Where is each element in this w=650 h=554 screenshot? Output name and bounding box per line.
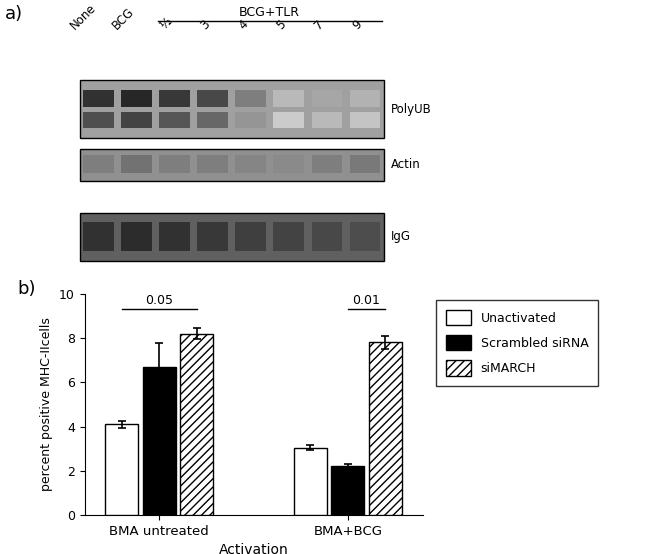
Bar [350, 112, 380, 129]
Text: 0.05: 0.05 [145, 294, 174, 307]
Bar [311, 90, 342, 107]
Bar [83, 222, 114, 251]
Bar [274, 90, 304, 107]
Bar [235, 90, 266, 107]
Bar [198, 222, 228, 251]
Bar [350, 155, 380, 173]
Bar [198, 155, 228, 173]
Bar [159, 155, 190, 173]
Bar [122, 155, 152, 173]
Bar [122, 90, 152, 107]
Text: 7: 7 [312, 17, 327, 32]
Y-axis label: percent positive MHC-IIcells: percent positive MHC-IIcells [40, 317, 53, 491]
Bar [180, 334, 213, 515]
X-axis label: Activation: Activation [218, 543, 289, 554]
Text: ½: ½ [157, 14, 175, 32]
Bar [369, 342, 402, 515]
Text: b): b) [17, 280, 35, 298]
Bar [311, 155, 342, 173]
Bar [274, 112, 304, 129]
Bar [159, 222, 190, 251]
Bar [159, 112, 190, 129]
Text: Actin: Actin [391, 158, 421, 171]
Text: BCG+TLR: BCG+TLR [239, 6, 300, 19]
Bar [79, 80, 384, 138]
Text: 9: 9 [350, 17, 365, 32]
Bar [122, 112, 152, 129]
Bar [235, 155, 266, 173]
Text: 3: 3 [198, 18, 213, 32]
Bar [350, 90, 380, 107]
Text: IgG: IgG [391, 230, 411, 243]
Bar [83, 155, 114, 173]
Bar [332, 466, 364, 515]
Bar [79, 149, 384, 181]
Bar [83, 90, 114, 107]
Text: BCG: BCG [110, 5, 136, 32]
Text: None: None [68, 1, 99, 32]
Bar [294, 448, 327, 515]
Bar [235, 222, 266, 251]
Text: 4: 4 [236, 17, 251, 32]
Bar [311, 112, 342, 129]
Text: 0.01: 0.01 [352, 294, 380, 307]
Bar [350, 222, 380, 251]
Bar [159, 90, 190, 107]
Text: 5: 5 [274, 18, 289, 32]
Bar [274, 155, 304, 173]
Bar [311, 222, 342, 251]
Bar [122, 222, 152, 251]
Text: a): a) [5, 6, 23, 23]
Bar [274, 222, 304, 251]
Text: PolyUB: PolyUB [391, 102, 432, 116]
Bar [198, 112, 228, 129]
Bar [83, 112, 114, 129]
Bar [235, 112, 266, 129]
Legend: Unactivated, Scrambled siRNA, siMARCH: Unactivated, Scrambled siRNA, siMARCH [436, 300, 598, 386]
Bar [143, 367, 176, 515]
Bar [79, 213, 384, 260]
Bar [105, 424, 138, 515]
Bar [198, 90, 228, 107]
